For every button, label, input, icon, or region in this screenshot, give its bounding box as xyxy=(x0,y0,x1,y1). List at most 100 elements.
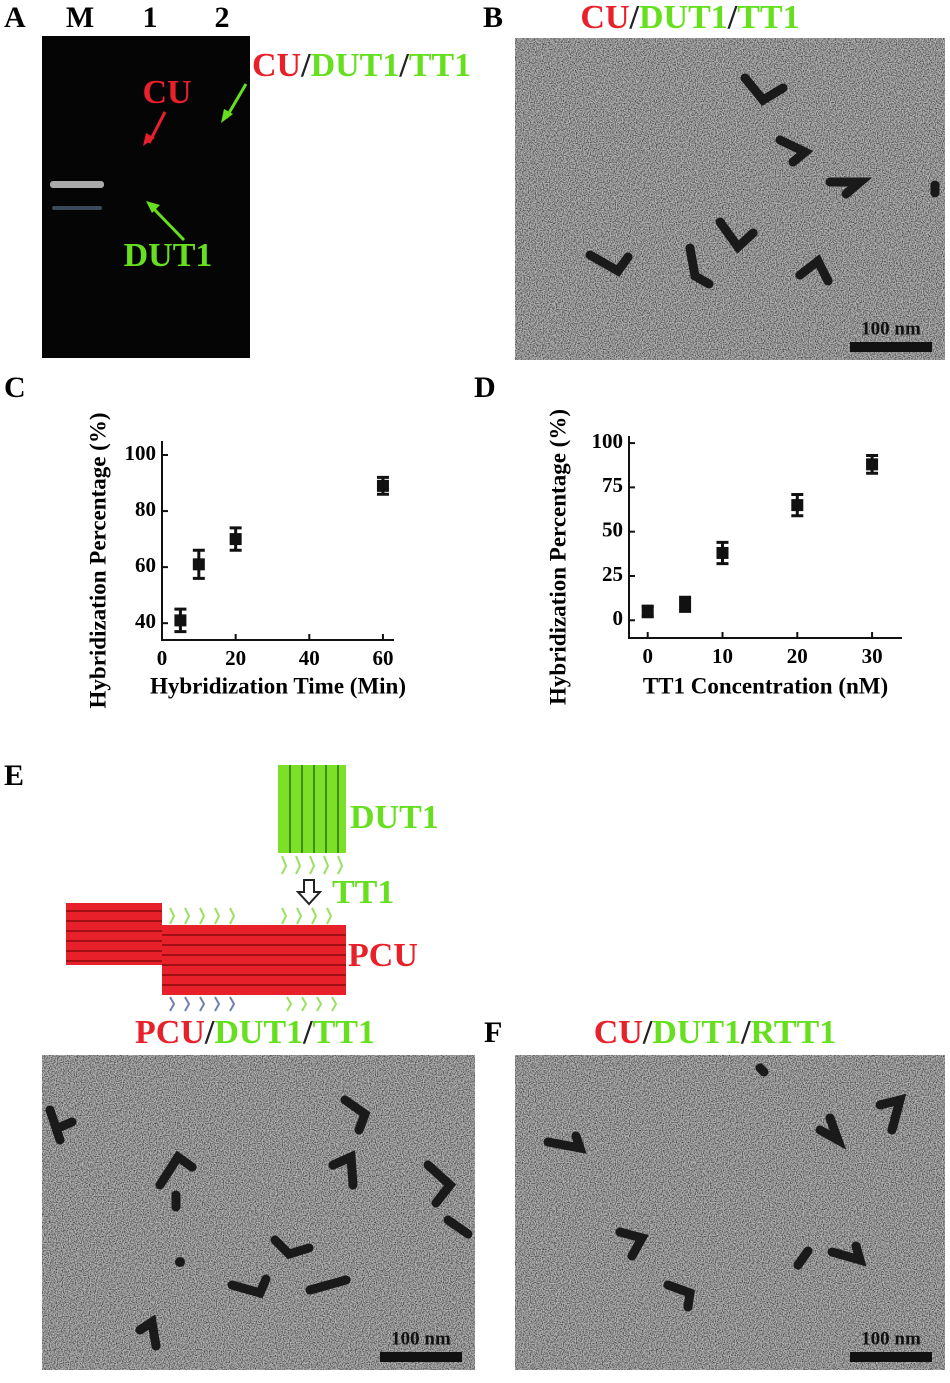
title-part: / xyxy=(629,0,640,36)
panel-label: E xyxy=(4,759,24,792)
arrows xyxy=(143,83,248,242)
scale-bar xyxy=(850,1352,932,1362)
pcu-block xyxy=(162,925,346,995)
scale-bar xyxy=(850,342,932,352)
panel-title: CU/DUT1/TT1 xyxy=(252,47,471,84)
y-axis-label: Hybridization Percentage (%) xyxy=(545,409,570,705)
y-tick-label: 50 xyxy=(602,517,623,541)
x-tick-label: 40 xyxy=(299,646,320,670)
y-tick-label: 80 xyxy=(135,497,156,521)
title-part: TT1 xyxy=(409,47,471,84)
point xyxy=(229,533,242,546)
point xyxy=(716,546,729,559)
point xyxy=(866,458,879,471)
panel-label: B xyxy=(483,1,503,34)
title-part: DUT1 xyxy=(311,47,400,84)
y-tick-label: 100 xyxy=(125,441,157,465)
title-part: / xyxy=(300,47,311,84)
chart: 40 60 80 100 0 20 40 60 Hybridization Time (Min)… xyxy=(85,413,406,709)
arrow-head xyxy=(221,109,233,123)
gel-band xyxy=(52,206,102,210)
lane-label: 2 xyxy=(215,1,230,34)
title-part: DUT1 xyxy=(652,1014,741,1051)
title-part: CU xyxy=(580,0,629,36)
particles xyxy=(45,1095,473,1351)
scale-bar-label: 100 nm xyxy=(861,318,921,339)
particles xyxy=(585,73,940,289)
x-axis-label: TT1 Concentration (nM) xyxy=(643,673,888,698)
strands xyxy=(169,996,236,1012)
title-part: CU xyxy=(594,1014,643,1051)
strands xyxy=(169,907,333,925)
panel-label: F xyxy=(484,1016,502,1049)
helix-lines xyxy=(289,765,339,853)
point xyxy=(174,614,187,627)
point xyxy=(791,499,804,512)
title-part: / xyxy=(727,0,738,36)
title-part: DUT1 xyxy=(639,0,728,36)
title-part: / xyxy=(642,1014,653,1051)
tem-texture xyxy=(42,1055,475,1370)
point xyxy=(679,598,692,611)
title-part: / xyxy=(204,1014,215,1051)
panel-b: B CU/DUT1/TT1 100 nm xyxy=(483,0,945,360)
y-tick-label: 25 xyxy=(602,562,623,586)
lane-label: M xyxy=(66,1,94,34)
x-tick-label: 60 xyxy=(372,646,393,670)
y-tick-label: 75 xyxy=(602,473,623,497)
schematic-label: TT1 xyxy=(332,874,394,911)
tem-image: 100 nm xyxy=(42,1055,475,1370)
schematic-label: DUT1 xyxy=(350,799,439,836)
y-tick-label: 100 xyxy=(592,429,624,453)
panel-title: CU/DUT1/TT1 xyxy=(580,0,799,36)
y-tick-label: 0 xyxy=(613,606,624,630)
chart: 0 25 50 75 100 0 10 20 30 TT1 Concentration (nM) H… xyxy=(545,409,902,705)
scale-bar xyxy=(380,1352,462,1362)
gel-band xyxy=(50,181,104,188)
particles xyxy=(543,1063,907,1312)
schematic xyxy=(66,765,346,1012)
panel-e: E DUT1 TT1 PCU PCU/DUT1/TT1 100 nm xyxy=(4,759,475,1370)
tem-image: 100 nm xyxy=(515,1055,945,1370)
panel-a: A M 1 2 CU DUT1 CU/DUT1/TT1 xyxy=(4,1,471,358)
x-tick-label: 20 xyxy=(225,646,246,670)
panel-title: PCU/DUT1/TT1 xyxy=(135,1014,375,1051)
title-part: / xyxy=(302,1014,313,1051)
title-part: DUT1 xyxy=(214,1014,303,1051)
strands xyxy=(286,996,338,1012)
strands xyxy=(281,855,344,875)
title-part: PCU xyxy=(135,1014,205,1051)
title-part: / xyxy=(740,1014,751,1051)
panel-label: D xyxy=(474,371,496,404)
arrow-head xyxy=(143,133,155,146)
tem-image: 100 nm xyxy=(515,38,945,360)
title-part: TT1 xyxy=(737,0,799,36)
gel-image xyxy=(42,36,250,358)
title-part: / xyxy=(398,47,409,84)
axes xyxy=(628,436,902,639)
x-tick-label: 0 xyxy=(157,646,168,670)
x-tick-label: 10 xyxy=(712,644,733,668)
scale-bar-label: 100 nm xyxy=(391,1328,451,1349)
point xyxy=(641,605,654,618)
particle xyxy=(175,1257,185,1267)
title-part: TT1 xyxy=(313,1014,375,1051)
gel-annotation: DUT1 xyxy=(124,237,213,274)
axes xyxy=(161,441,394,641)
arrow-head xyxy=(146,201,160,213)
schematic-label: PCU xyxy=(348,937,418,974)
arrow xyxy=(150,205,186,242)
gel-annotation: CU xyxy=(142,74,191,111)
dut1-bundle xyxy=(278,765,346,853)
title-part: RTT1 xyxy=(751,1014,837,1051)
x-tick-label: 30 xyxy=(862,644,883,668)
y-tick-label: 60 xyxy=(135,553,156,577)
tem-texture xyxy=(515,38,945,360)
panel-title: CU/DUT1/RTT1 xyxy=(594,1014,837,1051)
tem-texture xyxy=(515,1055,945,1370)
y-tick-label: 40 xyxy=(135,609,156,633)
point xyxy=(376,479,389,492)
lane-label: 1 xyxy=(143,1,158,34)
y-axis-label: Hybridization Percentage (%) xyxy=(85,413,110,709)
